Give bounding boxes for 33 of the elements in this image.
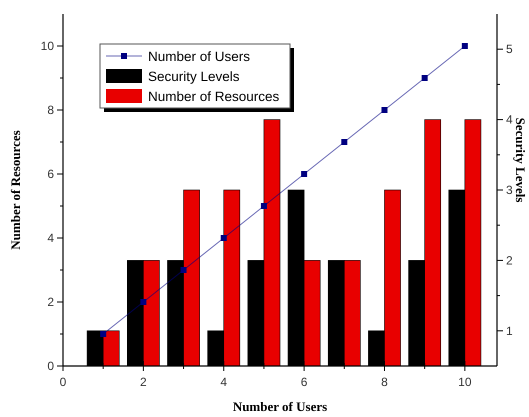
x-tick-label: 2 — [140, 375, 148, 389]
y2-tick-label: 4 — [506, 112, 513, 127]
y-tick-label: 6 — [47, 167, 54, 181]
x-tick-label: 8 — [381, 375, 388, 389]
x-tick-label: 4 — [220, 375, 228, 389]
y-tick-label: 4 — [47, 231, 54, 245]
y2-tick-label: 2 — [506, 253, 513, 268]
legend-label: Number of Resources — [148, 89, 280, 104]
point — [301, 171, 308, 177]
y2-tick-label: 3 — [506, 183, 513, 197]
y2-axis-title: Security Levels — [513, 118, 528, 202]
y-tick-label: 2 — [47, 295, 54, 309]
point — [462, 43, 468, 49]
point — [422, 75, 428, 81]
legend-label: Number of Users — [148, 49, 250, 64]
y-tick-label: 0 — [47, 359, 54, 373]
x-tick-label: 6 — [300, 375, 308, 389]
x-axis-title: Number of Users — [232, 399, 328, 414]
y2-tick-label: 5 — [506, 42, 513, 56]
point — [100, 331, 106, 337]
x-tick-label: 10 — [458, 375, 472, 389]
point — [220, 235, 227, 241]
y-tick-label: 8 — [47, 103, 54, 117]
y-tick-label: 10 — [40, 39, 54, 53]
x-tick-label: 0 — [60, 375, 67, 389]
point — [260, 203, 267, 209]
y2-tick-label: 1 — [506, 324, 513, 338]
point — [140, 299, 146, 305]
point — [180, 267, 187, 273]
y-axis-title: Number of Resources — [8, 130, 23, 250]
point — [381, 107, 388, 113]
legend-label: Security Levels — [148, 69, 240, 84]
point — [341, 139, 348, 145]
